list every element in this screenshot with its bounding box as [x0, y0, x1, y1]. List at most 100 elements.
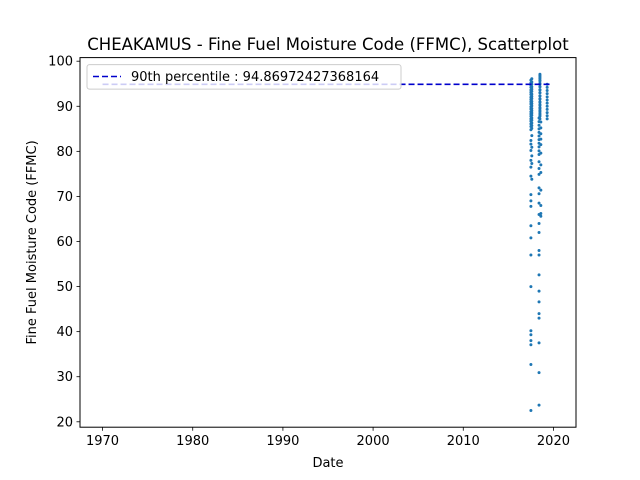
- data-point: [538, 106, 542, 110]
- data-point: [537, 403, 541, 407]
- y-tick-label: 80: [56, 145, 73, 160]
- data-point: [538, 94, 542, 98]
- data-point: [529, 174, 533, 178]
- data-point: [530, 97, 534, 101]
- data-point: [529, 142, 533, 146]
- data-point: [529, 148, 533, 152]
- data-point: [545, 114, 549, 118]
- data-point: [545, 95, 549, 99]
- data-point: [545, 85, 549, 89]
- data-point: [538, 79, 542, 83]
- y-tick-label: 30: [56, 370, 73, 385]
- data-point: [538, 76, 542, 80]
- legend-box: [86, 64, 402, 90]
- data-point: [539, 171, 543, 175]
- data-point: [529, 339, 533, 343]
- x-axis: 1970 1980 1990 2000 2010 2020: [86, 427, 570, 449]
- data-point: [529, 409, 533, 413]
- data-point: [537, 201, 541, 205]
- data-point: [538, 88, 542, 92]
- x-tick-label: 2020: [537, 434, 570, 449]
- data-point: [537, 289, 541, 293]
- data-point: [537, 160, 541, 164]
- data-point: [530, 121, 534, 125]
- data-point: [537, 341, 541, 345]
- data-point: [530, 107, 534, 111]
- data-point: [538, 91, 542, 95]
- chart-title: CHEAKAMUS - Fine Fuel Moisture Code (FFM…: [87, 35, 569, 54]
- data-point: [537, 149, 541, 153]
- data-point: [530, 102, 534, 106]
- data-point: [537, 123, 541, 127]
- data-point: [530, 99, 534, 103]
- y-axis-label: Fine Fuel Moisture Code (FFMC): [25, 140, 40, 344]
- data-point: [545, 89, 549, 93]
- y-tick-label: 20: [56, 415, 73, 430]
- data-point: [529, 224, 533, 228]
- x-tick-label: 1970: [86, 434, 119, 449]
- y-tick-label: 100: [48, 55, 73, 70]
- data-point: [545, 104, 549, 108]
- data-point: [529, 193, 533, 197]
- data-point: [530, 89, 534, 93]
- data-point: [530, 134, 534, 138]
- legend-label: 90th percentile : 94.86972427368164: [131, 70, 379, 85]
- data-point: [545, 117, 549, 121]
- data-point: [529, 333, 533, 337]
- data-point: [529, 253, 533, 257]
- x-tick-label: 1980: [176, 434, 209, 449]
- data-point: [537, 186, 541, 190]
- data-point: [529, 236, 533, 240]
- data-point: [545, 92, 549, 96]
- data-point: [530, 118, 534, 122]
- x-tick-label: 2000: [357, 434, 390, 449]
- data-point: [539, 188, 543, 192]
- data-point: [539, 137, 543, 141]
- data-point: [529, 139, 533, 143]
- data-point: [530, 177, 534, 181]
- data-point: [537, 145, 541, 149]
- data-point: [539, 151, 543, 155]
- data-point: [537, 166, 541, 170]
- data-point: [530, 77, 534, 81]
- x-tick-label: 1990: [266, 434, 299, 449]
- data-point: [530, 109, 534, 113]
- data-point: [545, 111, 549, 115]
- data-point: [529, 285, 533, 289]
- data-point: [539, 203, 543, 207]
- data-point: [538, 108, 542, 112]
- data-point: [530, 145, 534, 149]
- data-point: [538, 74, 542, 78]
- data-point: [530, 162, 534, 166]
- y-tick-label: 50: [56, 280, 73, 295]
- data-point: [537, 312, 541, 316]
- data-point: [530, 154, 534, 158]
- data-point: [539, 143, 543, 147]
- plot-area-frame: [79, 57, 577, 428]
- data-point: [537, 249, 541, 253]
- data-point: [530, 124, 534, 128]
- data-point: [529, 363, 533, 367]
- data-point: [530, 104, 534, 108]
- data-point: [537, 273, 541, 277]
- data-point: [530, 126, 534, 130]
- data-point: [537, 371, 541, 375]
- data-point: [537, 300, 541, 304]
- data-point: [539, 132, 543, 136]
- data-point: [530, 85, 534, 89]
- data-point: [537, 230, 541, 234]
- data-point: [539, 163, 543, 167]
- data-point: [545, 107, 549, 111]
- data-point: [539, 120, 543, 124]
- data-point: [530, 94, 534, 98]
- data-point: [530, 111, 534, 115]
- data-point: [529, 165, 533, 169]
- x-axis-label: Date: [312, 456, 343, 471]
- data-point: [538, 85, 542, 89]
- data-point: [529, 329, 533, 333]
- legend: 90th percentile : 94.86972427368164: [86, 64, 402, 90]
- data-point: [539, 212, 543, 216]
- data-point: [538, 117, 542, 121]
- data-point: [545, 101, 549, 105]
- data-point: [537, 221, 541, 225]
